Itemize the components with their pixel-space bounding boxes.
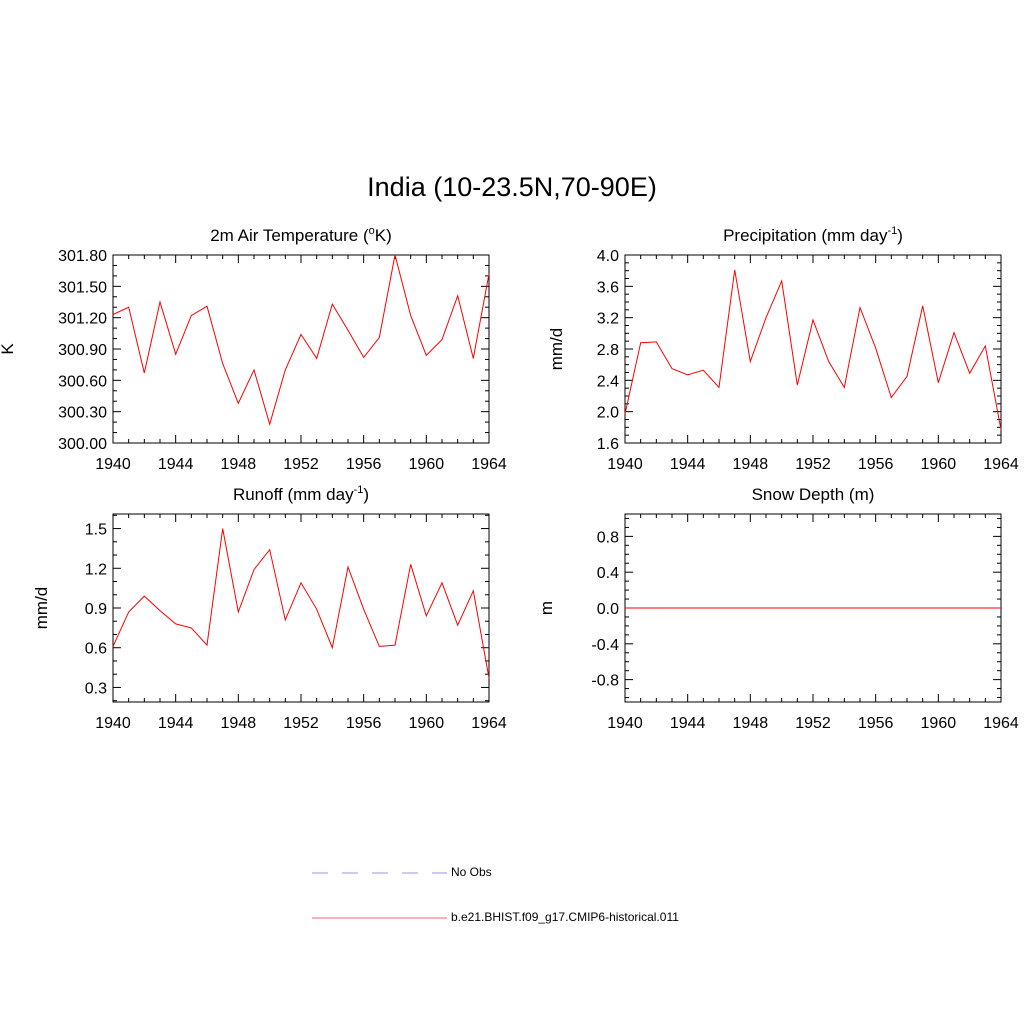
- x-tick-label: 1948: [733, 715, 769, 732]
- panel-title-tail: K): [375, 226, 392, 245]
- panel-title-text: 2m Air Temperature (: [210, 226, 369, 245]
- x-tick-label: 1948: [221, 715, 257, 732]
- x-tick-label: 1956: [858, 715, 894, 732]
- y-tick-label: 300.60: [58, 373, 107, 390]
- panel-title-text: Precipitation (mm day: [723, 226, 888, 245]
- panel-1: Precipitation (mm day-1) mm/d 1940 1944 1948…: [547, 225, 1019, 473]
- y-tick-label: 301.20: [58, 311, 107, 328]
- y-tick-label: -0.8: [591, 673, 619, 690]
- y-tick-label: 300.00: [58, 436, 107, 453]
- x-tick-label: 1940: [95, 456, 131, 473]
- x-tick-label: 1940: [607, 456, 643, 473]
- legend-label-no-obs: No Obs: [451, 865, 492, 879]
- x-tick-label: 1952: [795, 456, 831, 473]
- panel-title-tail: ): [897, 226, 903, 245]
- y-tick-label: 3.6: [597, 279, 619, 296]
- x-tick-label: 1956: [346, 715, 382, 732]
- x-tick-label: 1964: [471, 456, 507, 473]
- x-tick-label: 1964: [983, 456, 1019, 473]
- x-tick-label: 1952: [283, 456, 319, 473]
- figure-title: India (10-23.5N,70-90E): [367, 172, 657, 202]
- panel-title-tail: ): [363, 485, 369, 504]
- y-tick-label: 3.2: [597, 311, 619, 328]
- y-tick-label: 0.8: [597, 529, 619, 546]
- plot-frame: [112, 513, 490, 703]
- x-tick-label: 1956: [346, 456, 382, 473]
- x-tick-label: 1952: [283, 715, 319, 732]
- x-tick-label: 1948: [733, 456, 769, 473]
- y-tick-label: 301.50: [58, 279, 107, 296]
- x-tick-label: 1940: [95, 715, 131, 732]
- y-tick-label: 1.5: [85, 522, 107, 539]
- y-tick-label: 4.0: [597, 248, 619, 265]
- panel-title: Runoff (mm day-1): [233, 484, 369, 504]
- y-tick-label: 0.9: [85, 601, 107, 618]
- panel-2: Runoff (mm day-1) mm/d 1940 1944 1948 1952 195…: [32, 484, 507, 732]
- x-tick-label: 1944: [158, 715, 194, 732]
- y-tick-label: 1.6: [597, 436, 619, 453]
- legend-label-model-run: b.e21.BHIST.f09_g17.CMIP6-historical.011: [451, 910, 679, 924]
- x-tick-label: 1944: [670, 715, 706, 732]
- x-tick-label: 1952: [795, 715, 831, 732]
- x-tick-label: 1964: [471, 715, 507, 732]
- y-tick-label: 2.8: [597, 342, 619, 359]
- plot-frame: [624, 254, 1002, 444]
- panel-0: 2m Air Temperature (oK) K 1940 1944 1948 1952…: [0, 225, 507, 473]
- panel-title-text: Snow Depth (m): [752, 485, 875, 504]
- y-tick-label: 300.30: [58, 405, 107, 422]
- x-tick-label: 1940: [607, 715, 643, 732]
- panel-title: Snow Depth (m): [752, 485, 875, 504]
- x-tick-label: 1960: [921, 715, 957, 732]
- series-line: [624, 269, 1002, 430]
- y-axis-label: K: [0, 343, 17, 355]
- x-tick-label: 1948: [221, 456, 257, 473]
- x-tick-label: 1956: [858, 456, 894, 473]
- y-tick-label: 301.80: [58, 248, 107, 265]
- series-line: [112, 528, 490, 679]
- panel-title-superscript: -1: [887, 225, 897, 237]
- x-tick-label: 1960: [409, 715, 445, 732]
- y-tick-label: 0.6: [85, 641, 107, 658]
- y-tick-label: 0.4: [597, 565, 619, 582]
- y-axis-label: mm/d: [547, 328, 566, 371]
- series-line: [112, 254, 490, 427]
- y-tick-label: 300.90: [58, 342, 107, 359]
- x-tick-label: 1960: [921, 456, 957, 473]
- y-tick-label: 0.0: [597, 601, 619, 618]
- panel-title-superscript: -1: [354, 484, 364, 496]
- panel-title-superscript: o: [369, 225, 375, 237]
- panel-3: Snow Depth (m) m 1940 1944 1948 1952 1956 1960 1…: [537, 485, 1019, 732]
- panel-title-text: Runoff (mm day: [233, 485, 354, 504]
- y-tick-label: 1.2: [85, 561, 107, 578]
- y-axis-label: m: [537, 601, 556, 615]
- x-tick-label: 1944: [158, 456, 194, 473]
- x-tick-label: 1944: [670, 456, 706, 473]
- x-tick-label: 1964: [983, 715, 1019, 732]
- y-tick-label: 0.3: [85, 680, 107, 697]
- x-tick-label: 1960: [409, 456, 445, 473]
- y-tick-label: 2.0: [597, 405, 619, 422]
- y-axis-label: mm/d: [32, 587, 51, 630]
- panel-title: 2m Air Temperature (oK): [210, 225, 392, 245]
- panel-title: Precipitation (mm day-1): [723, 225, 903, 245]
- legend: [312, 872, 447, 919]
- y-tick-label: 2.4: [597, 373, 619, 390]
- y-tick-label: -0.4: [591, 637, 619, 654]
